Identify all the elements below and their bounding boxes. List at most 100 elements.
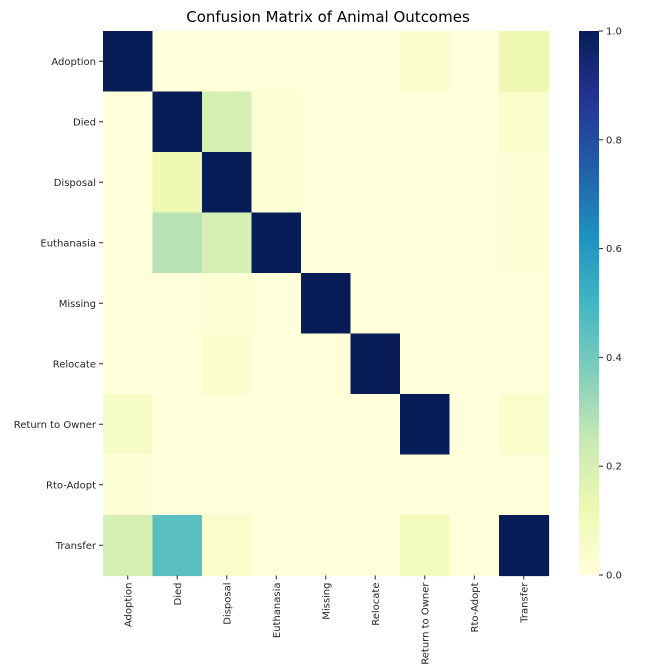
colorbar-tick-label: 0.8: [606, 135, 622, 146]
heatmap-cell: [499, 333, 550, 395]
row-tick-label: Transfer: [55, 541, 97, 552]
heatmap-cell: [251, 91, 302, 153]
column-tick-label: Return to Owner: [420, 582, 431, 665]
colorbar-tick-label: 0.2: [606, 462, 622, 473]
heatmap-cell: [202, 333, 253, 395]
heatmap-cell: [350, 454, 401, 516]
chart-title: Confusion Matrix of Animal Outcomes: [186, 8, 470, 26]
heatmap-cell: [103, 515, 154, 577]
heatmap-cell: [449, 273, 500, 335]
row-tick-label: Relocate: [53, 359, 96, 370]
heatmap-cell: [152, 31, 203, 93]
heatmap-cell: [301, 273, 352, 335]
heatmap-cell: [350, 273, 401, 335]
row-tick-label: Return to Owner: [14, 420, 97, 431]
heatmap-cell: [449, 91, 500, 153]
heatmap-cell: [152, 515, 203, 577]
heatmap-cell: [400, 152, 451, 214]
row-tick-label: Missing: [59, 299, 96, 310]
heatmap-cell: [350, 394, 401, 456]
row-tick-label: Adoption: [51, 57, 96, 68]
heatmap-cell: [152, 91, 203, 153]
heatmap-cell: [350, 31, 401, 93]
column-tick-label: Disposal: [222, 583, 233, 625]
row-tick-label: Euthanasia: [40, 238, 96, 249]
heatmap-cell: [499, 273, 550, 335]
heatmap-cell: [251, 394, 302, 456]
heatmap-cell: [350, 152, 401, 214]
heatmap-cell: [251, 454, 302, 516]
heatmap-cell: [400, 394, 451, 456]
heatmap-cell: [103, 212, 154, 274]
heatmap-cell: [499, 454, 550, 516]
heatmap-cell: [400, 273, 451, 335]
heatmap-cell: [251, 333, 302, 395]
heatmap-cell: [152, 394, 203, 456]
heatmap-cell: [103, 31, 154, 93]
colorbar-tick-label: 1.0: [606, 27, 622, 38]
heatmap-cell: [301, 31, 352, 93]
heatmap-cell: [202, 31, 253, 93]
heatmap-cell: [202, 152, 253, 214]
heatmap-cell: [350, 333, 401, 395]
column-tick-labels: Adoption Died Disposal Euthanasia Missing Rel…: [123, 575, 530, 665]
heatmap-cell: [499, 212, 550, 274]
heatmap-cell: [449, 31, 500, 93]
heatmap-cell: [301, 152, 352, 214]
colorbar-tick-label: 0.4: [606, 353, 622, 364]
heatmap-cell: [400, 31, 451, 93]
heatmap-cell: [152, 333, 203, 395]
heatmap-cell: [301, 394, 352, 456]
row-tick-label: Died: [73, 117, 96, 128]
heatmap-cell: [449, 212, 500, 274]
heatmap-cell: [350, 515, 401, 577]
heatmap-cell: [400, 91, 451, 153]
heatmap-cell: [449, 152, 500, 214]
heatmap-cell: [301, 454, 352, 516]
heatmap-cell: [449, 394, 500, 456]
colorbar: 0.0 0.2 0.4 0.6 0.8 1.0: [579, 27, 622, 582]
heatmap-cell: [202, 91, 253, 153]
heatmap-cell: [152, 273, 203, 335]
heatmap-cell: [103, 333, 154, 395]
heatmap-cell: [400, 454, 451, 516]
column-tick-label: Missing: [321, 583, 332, 620]
heatmap-cell: [251, 152, 302, 214]
heatmap-cell: [103, 394, 154, 456]
heatmap-cell: [202, 454, 253, 516]
heatmap-cell: [251, 212, 302, 274]
column-tick-label: Euthanasia: [272, 583, 283, 639]
heatmap-cell: [152, 152, 203, 214]
colorbar-tick-label: 0.6: [606, 244, 622, 255]
heatmap-cell: [449, 454, 500, 516]
heatmap-cell: [301, 333, 352, 395]
heatmap-cell: [400, 212, 451, 274]
heatmap-cell: [499, 31, 550, 93]
row-tick-labels: Adoption Died Disposal Euthanasia Missing Rel…: [14, 57, 103, 552]
heatmap-cell: [152, 454, 203, 516]
heatmap-cell: [103, 454, 154, 516]
heatmap-cell: [301, 212, 352, 274]
column-tick-label: Relocate: [371, 583, 382, 626]
heatmap-cell: [202, 515, 253, 577]
heatmap-cell: [400, 515, 451, 577]
heatmap-cell: [202, 212, 253, 274]
heatmap-cell: [400, 333, 451, 395]
heatmap-cell: [103, 152, 154, 214]
heatmap-cells: [103, 31, 550, 577]
heatmap-cell: [103, 91, 154, 153]
heatmap-cell: [499, 91, 550, 153]
colorbar-gradient: [579, 31, 599, 575]
heatmap-cell: [251, 273, 302, 335]
heatmap-cell: [499, 515, 550, 577]
heatmap-cell: [202, 394, 253, 456]
column-tick-label: Transfer: [519, 582, 530, 624]
heatmap-cell: [152, 212, 203, 274]
heatmap-cell: [350, 91, 401, 153]
heatmap-cell: [301, 515, 352, 577]
row-tick-label: Disposal: [54, 178, 96, 189]
column-tick-label: Adoption: [123, 583, 134, 628]
heatmap-cell: [350, 212, 401, 274]
heatmap-cell: [301, 91, 352, 153]
